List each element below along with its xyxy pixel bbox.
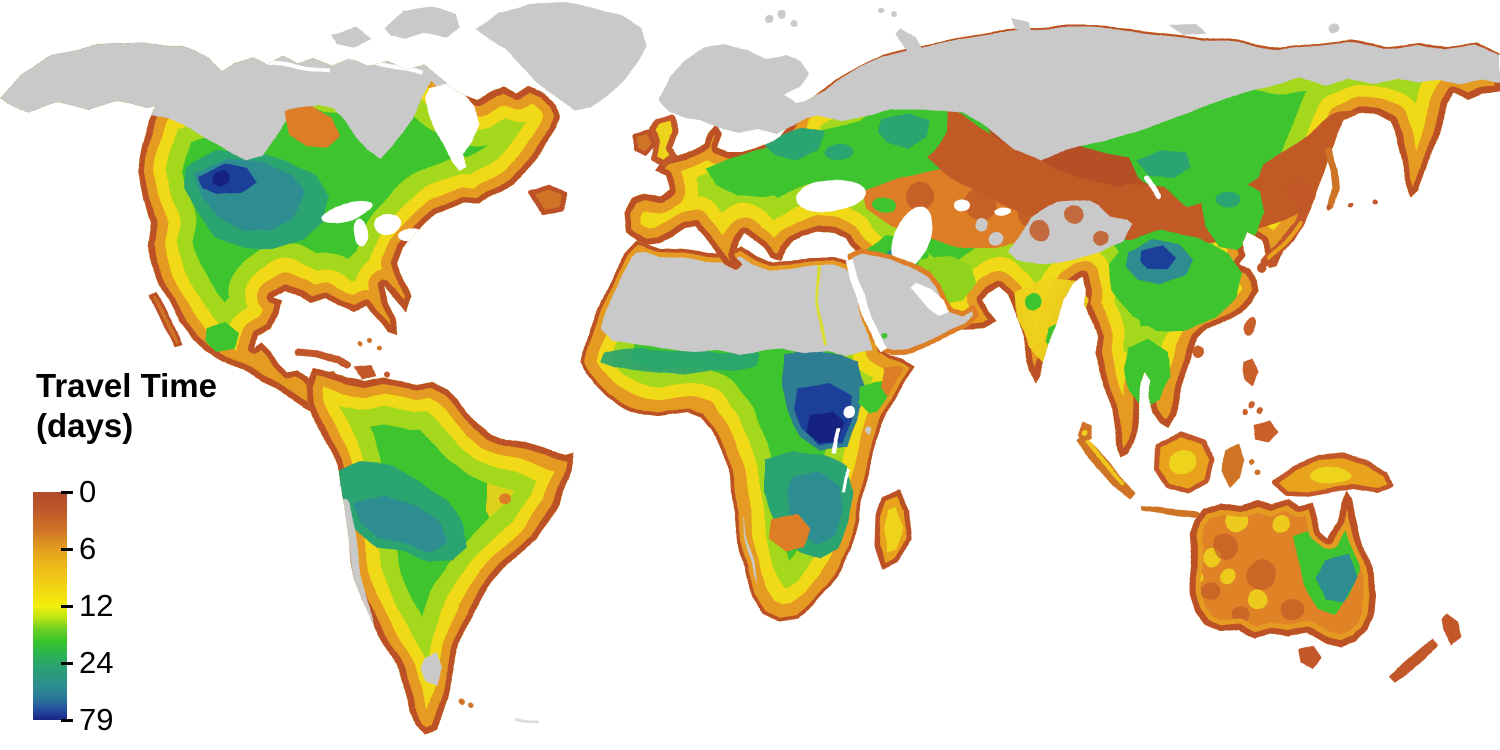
antarctica-edge xyxy=(514,718,541,725)
landmass-australia xyxy=(1188,490,1376,646)
british-isles xyxy=(634,115,679,169)
legend-title: Travel Time (days) xyxy=(36,366,253,446)
red-sea xyxy=(845,260,888,353)
iceland xyxy=(572,80,598,97)
philippines xyxy=(1242,358,1279,443)
aral-sea xyxy=(954,200,970,212)
black-sea xyxy=(794,180,866,212)
tasmania xyxy=(1300,646,1320,668)
new-zealand xyxy=(1390,614,1460,682)
ellesmere-island xyxy=(385,8,462,40)
lake-baikal xyxy=(1145,177,1161,201)
new-guinea xyxy=(1271,453,1395,497)
nile-river xyxy=(814,263,826,345)
tick-mark xyxy=(61,662,73,665)
tick-mark xyxy=(61,719,73,722)
no-data-central-asia xyxy=(1008,200,1132,264)
no-data-arctic-russia xyxy=(795,28,1500,162)
lake-balkhash xyxy=(993,207,1011,217)
tick-label: 6 xyxy=(79,531,97,566)
legend: Travel Time (days) 0 6 12 24 79 xyxy=(33,366,253,737)
kuril-islands xyxy=(1327,199,1378,209)
baja-california xyxy=(148,290,183,348)
landmass-africa xyxy=(582,240,915,619)
tick-mark xyxy=(61,491,73,494)
legend-title-line1: Travel Time xyxy=(36,367,218,404)
tick-label: 12 xyxy=(79,588,114,623)
indonesia xyxy=(1076,431,1261,527)
taiwan xyxy=(1245,316,1257,336)
madagascar xyxy=(874,489,911,571)
devon-island xyxy=(330,28,372,48)
tick-mark xyxy=(61,548,73,551)
tick-label: 24 xyxy=(79,645,114,680)
no-data-scandinavia xyxy=(658,46,832,132)
sakhalin xyxy=(1324,146,1340,208)
arctic-islands xyxy=(766,9,1341,60)
landmass-south-america xyxy=(306,368,575,734)
tick-label: 0 xyxy=(79,474,97,509)
tick-label: 79 xyxy=(79,702,114,737)
great-lakes xyxy=(322,201,424,245)
no-data-sahara xyxy=(600,249,876,356)
caspian-sea xyxy=(891,205,933,271)
tick-mark xyxy=(61,605,73,608)
legend-colorbar-wrap: 0 6 12 24 79 xyxy=(33,474,253,737)
legend-title-line2: (days) xyxy=(36,407,134,444)
hudson-bay xyxy=(424,84,478,170)
persian-gulf xyxy=(910,284,948,316)
newfoundland xyxy=(529,182,569,215)
japan xyxy=(1257,182,1315,273)
landmass-north-america xyxy=(0,42,558,419)
greenland xyxy=(476,2,646,112)
hainan xyxy=(1192,346,1204,358)
